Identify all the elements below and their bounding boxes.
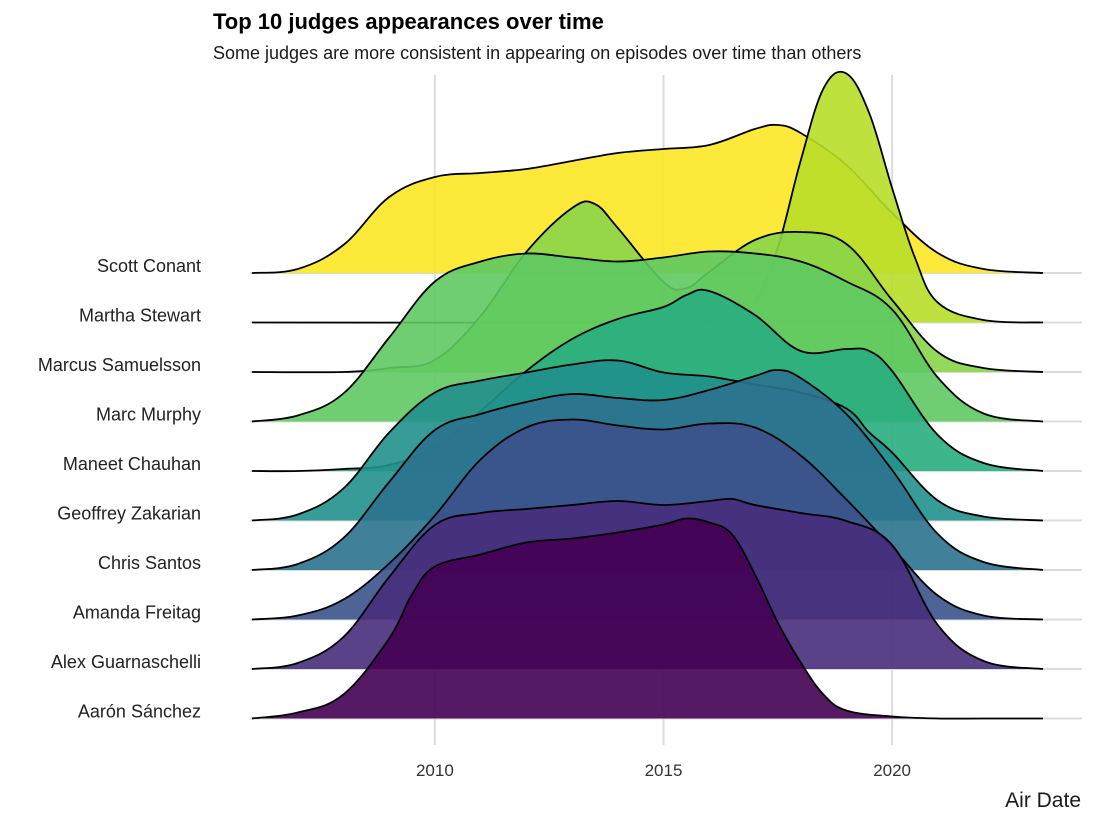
ridge-area (252, 518, 1043, 719)
ridge-outline (251, 497, 1044, 670)
y-tick-label: Alex Guarnaschelli (51, 652, 201, 672)
ridge-area (252, 124, 1043, 273)
ridge-aar-n-s-nchez (251, 517, 1043, 720)
ridge-outline (251, 369, 1044, 571)
x-tick-label: 2010 (416, 761, 454, 780)
ridge-outline (251, 517, 1043, 720)
ridge-scott-conant (251, 123, 1044, 274)
y-tick-label: Martha Stewart (79, 306, 201, 326)
chart-title: Top 10 judges appearances over time (213, 9, 604, 34)
y-tick-label: Geoffrey Zakarian (57, 504, 201, 524)
x-tick-label: 2020 (873, 761, 911, 780)
y-tick-label: Chris Santos (98, 553, 201, 573)
y-tick-label: Amanda Freitag (73, 603, 201, 623)
x-axis-label: Air Date (1005, 789, 1081, 812)
y-tick-label: Aarón Sánchez (78, 702, 201, 722)
y-tick-label: Marcus Samuelsson (38, 355, 201, 375)
ridge-outline (251, 250, 1044, 423)
y-tick-label: Maneet Chauhan (63, 454, 201, 474)
ridge-outline (251, 359, 1044, 522)
x-tick-label: 2015 (645, 761, 683, 780)
chart-subtitle: Some judges are more consistent in appea… (213, 43, 862, 63)
y-tick-label: Scott Conant (97, 256, 201, 276)
y-tick-label: Marc Murphy (96, 405, 201, 425)
